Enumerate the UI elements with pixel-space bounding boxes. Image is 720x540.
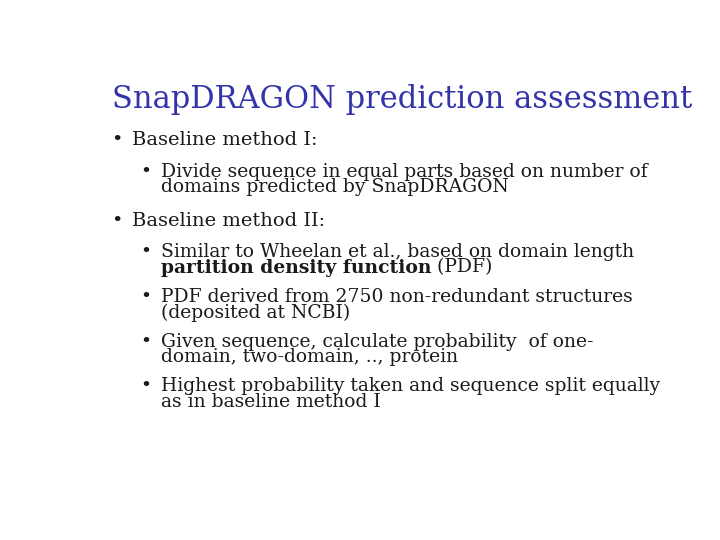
- Text: Baseline method I:: Baseline method I:: [132, 131, 318, 150]
- Text: (PDF): (PDF): [431, 259, 492, 276]
- Text: domain, two-domain, .., protein: domain, two-domain, .., protein: [161, 348, 458, 366]
- Text: (deposited at NCBI): (deposited at NCBI): [161, 303, 350, 322]
- Text: •: •: [111, 212, 122, 230]
- Text: as in baseline method I: as in baseline method I: [161, 393, 381, 411]
- Text: Given sequence, calculate probability  of one-: Given sequence, calculate probability of…: [161, 333, 593, 350]
- Text: SnapDRAGON prediction assessment: SnapDRAGON prediction assessment: [112, 84, 693, 114]
- Text: •: •: [140, 288, 151, 306]
- Text: •: •: [140, 333, 151, 350]
- Text: Similar to Wheelan et al., based on domain length: Similar to Wheelan et al., based on doma…: [161, 243, 634, 261]
- Text: •: •: [140, 243, 151, 261]
- Text: •: •: [140, 163, 151, 180]
- Text: partition density function: partition density function: [161, 259, 431, 276]
- Text: Baseline method II:: Baseline method II:: [132, 212, 325, 230]
- Text: domains predicted by SnapDRAGON: domains predicted by SnapDRAGON: [161, 178, 508, 197]
- Text: •: •: [111, 131, 122, 150]
- Text: PDF derived from 2750 non-redundant structures: PDF derived from 2750 non-redundant stru…: [161, 288, 633, 306]
- Text: •: •: [140, 377, 151, 395]
- Text: Highest probability taken and sequence split equally: Highest probability taken and sequence s…: [161, 377, 660, 395]
- Text: Divide sequence in equal parts based on number of: Divide sequence in equal parts based on …: [161, 163, 647, 180]
